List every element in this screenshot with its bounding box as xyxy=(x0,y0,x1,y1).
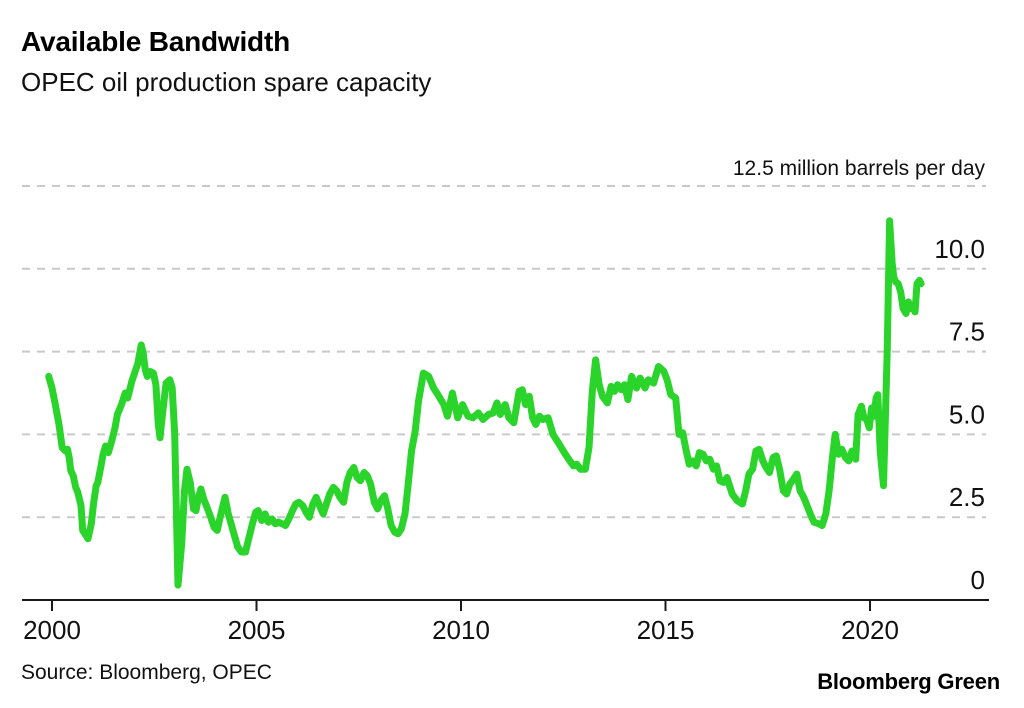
x-tick-label: 2005 xyxy=(228,615,286,645)
y-tick-label: 0 xyxy=(971,565,985,595)
y-tick-label: 7.5 xyxy=(949,317,985,347)
x-tick-label: 2010 xyxy=(432,615,490,645)
chart-subtitle: OPEC oil production spare capacity xyxy=(21,67,432,97)
y-tick-label: 5.0 xyxy=(949,399,985,429)
chart-title: Available Bandwidth xyxy=(21,26,290,57)
x-tick-label: 2020 xyxy=(841,615,899,645)
spare-capacity-line xyxy=(45,217,925,589)
y-tick-label: 2.5 xyxy=(949,482,985,512)
y-tick-label: 10.0 xyxy=(934,234,985,264)
source-note: Source: Bloomberg, OPEC xyxy=(21,661,272,684)
y-axis-unit-label: 12.5 million barrels per day xyxy=(733,157,986,180)
bloomberg-green-logo: Bloomberg Green xyxy=(817,669,1000,694)
x-tick-label: 2000 xyxy=(23,615,81,645)
x-tick-label: 2015 xyxy=(637,615,695,645)
